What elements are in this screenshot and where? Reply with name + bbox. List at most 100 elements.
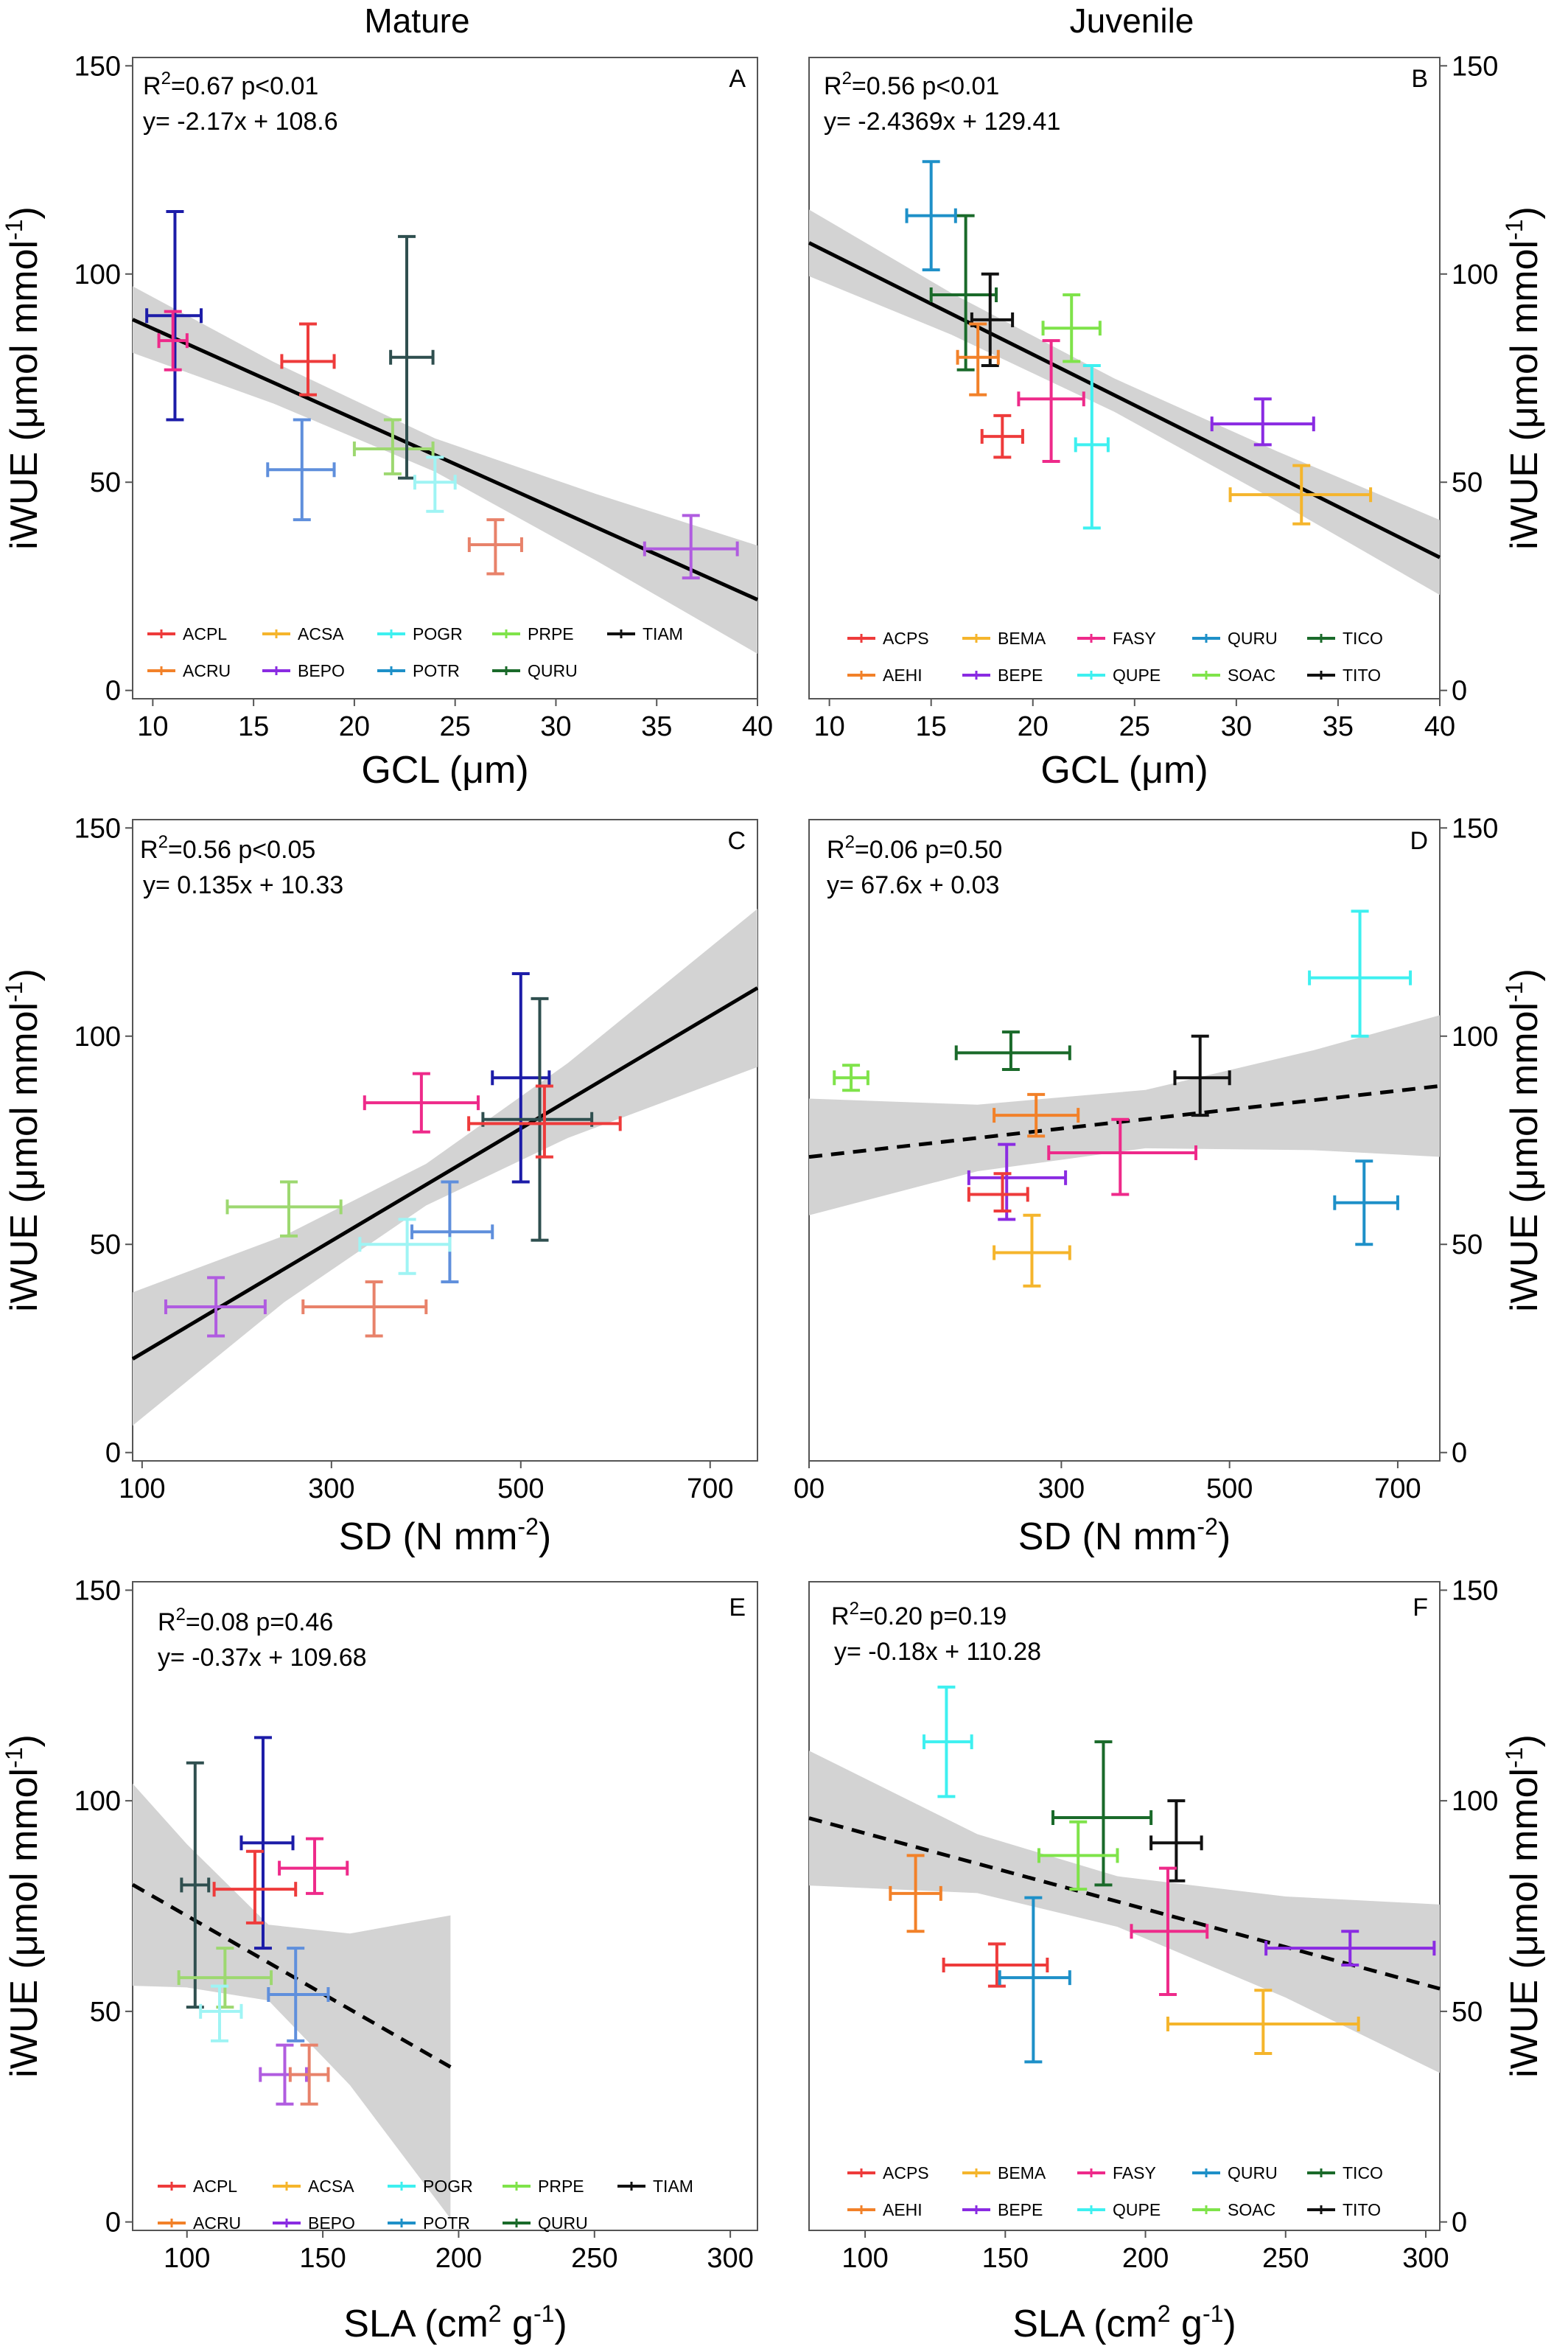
legend-item: TITO [1307,2200,1381,2219]
column-title-mature: Mature [364,1,469,40]
data-point [410,1180,494,1284]
legend-label: BEPE [998,2200,1043,2219]
data-point [970,272,1015,368]
data-point [1074,364,1110,530]
legend-item: ACSA [273,2177,354,2196]
confidence-band-area [809,1015,1440,1215]
legend-label: BEMA [998,2163,1046,2182]
data-point [1041,293,1102,363]
panel-letter: C [727,827,746,855]
data-point [225,1180,343,1238]
data-point [998,1896,1071,2064]
legend-item: TIAM [617,2177,693,2196]
confidence-band [133,1783,451,2219]
r2-label: R2=0.56 p<0.05 [140,832,315,864]
y-tick-label: 50 [1452,467,1483,498]
legend-item: QUPE [1077,2200,1161,2219]
y-ticks: 0 50 100 150 [74,1575,133,2238]
y-tick-label: 150 [1452,813,1498,844]
legend-label: POTR [423,2213,470,2233]
data-point [1173,1034,1231,1117]
data-point [352,418,435,475]
x-tick-label: 300 [1402,2243,1449,2274]
y-ticks: 0 50 100 150 [74,813,133,1469]
data-point [358,1218,452,1275]
y-ticks: 0 50 100 150 [1440,1575,1498,2238]
x-ticks: 100 150 200 250 300 [841,2230,1449,2274]
data-point [177,1947,273,2009]
legend-item: PRPE [492,624,574,643]
data-point [1210,397,1315,447]
legend-item: BEPE [962,666,1043,685]
data-point [363,1072,480,1134]
legend-label: QURU [528,661,578,680]
legend-label: QUPE [1113,2200,1161,2219]
legend-label: ACPS [883,629,929,648]
panel-d: 00 300 500 700 0 50 100 150 R2=0.06 p=0.50 y= … [794,813,1546,1558]
y-axis-label: iWUE (μmol mmol-1) [1501,1734,1546,2078]
data-point [929,214,998,371]
legend-label: ACPS [883,2163,929,2182]
legend-item: ACPS [847,2163,929,2182]
x-tick-label: 35 [641,711,672,742]
legend-item: POTR [377,661,460,680]
panel-e: 100 150 200 250 300 0 50 100 150 R2=0.08 p=0.46… [1,1575,758,2345]
regression-equation: y= -2.17x + 108.6 [143,108,338,136]
confidence-band [809,1015,1440,1215]
legend-label: POGR [423,2177,473,2196]
y-tick-label: 100 [1452,259,1498,290]
data-point [278,1837,349,1895]
legend-label: BEPO [298,661,345,680]
x-tick-label: 40 [1424,711,1455,742]
legend-item: BEPE [962,2200,1043,2219]
legend-label: POGR [413,624,463,643]
points-layer [145,210,739,580]
legend-item: BEPO [273,2213,355,2233]
confidence-band-area [133,286,757,654]
y-tick-label: 150 [74,51,121,82]
legend-label: QURU [1228,2163,1278,2182]
y-axis-label: iWUE (μmol mmol-1) [1501,969,1546,1312]
x-ticks: 10 15 20 25 30 35 40 [137,699,773,742]
plot-frame [132,819,758,1462]
legend-item: ACPS [847,629,929,648]
data-point [413,456,457,513]
y-ticks: 0 50 100 150 [1440,51,1498,707]
regression-equation: y= -0.37x + 109.68 [158,1644,367,1672]
column-title-juvenile: Juvenile [1070,1,1194,40]
legend-item: POGR [377,624,463,643]
r2-label: R2=0.06 p=0.50 [827,832,1002,864]
points-layer [164,972,622,1338]
y-tick-label: 100 [1452,1022,1498,1053]
x-tick-label: 500 [497,1473,544,1504]
regression-line [808,1083,1441,1159]
x-tick-label: 100 [164,2243,210,2274]
x-tick-label: 300 [1038,1473,1085,1504]
data-point [266,418,336,522]
legend-item: BEMA [962,2163,1046,2182]
legend-item: ACPL [158,2177,237,2196]
confidence-band-area [133,909,757,1426]
legend-label: TIAM [643,624,683,643]
x-tick-label: 40 [742,711,773,742]
data-point [1037,1820,1119,1891]
legend-label: AEHI [883,666,923,685]
y-tick-label: 150 [74,813,121,844]
x-tick-label: 200 [435,2243,482,2274]
legend-label: QURU [1228,629,1278,648]
legend-item: FASY [1077,629,1156,648]
data-point [164,1276,267,1338]
legend-label: FASY [1113,2163,1156,2182]
data-point [280,322,336,397]
legend-label: BEMA [998,629,1046,648]
legend-item: TIAM [607,624,683,643]
data-point [643,514,739,580]
points-layer [889,1685,1436,2064]
y-tick-label: 100 [74,1022,121,1053]
legend-item: POGR [388,2177,473,2196]
fit-line-layer [131,1882,452,2069]
data-point [980,413,1024,459]
legend-label: BEPO [308,2213,355,2233]
y-tick-label: 150 [1452,51,1498,82]
regression-equation: y= -0.18x + 110.28 [834,1638,1041,1666]
